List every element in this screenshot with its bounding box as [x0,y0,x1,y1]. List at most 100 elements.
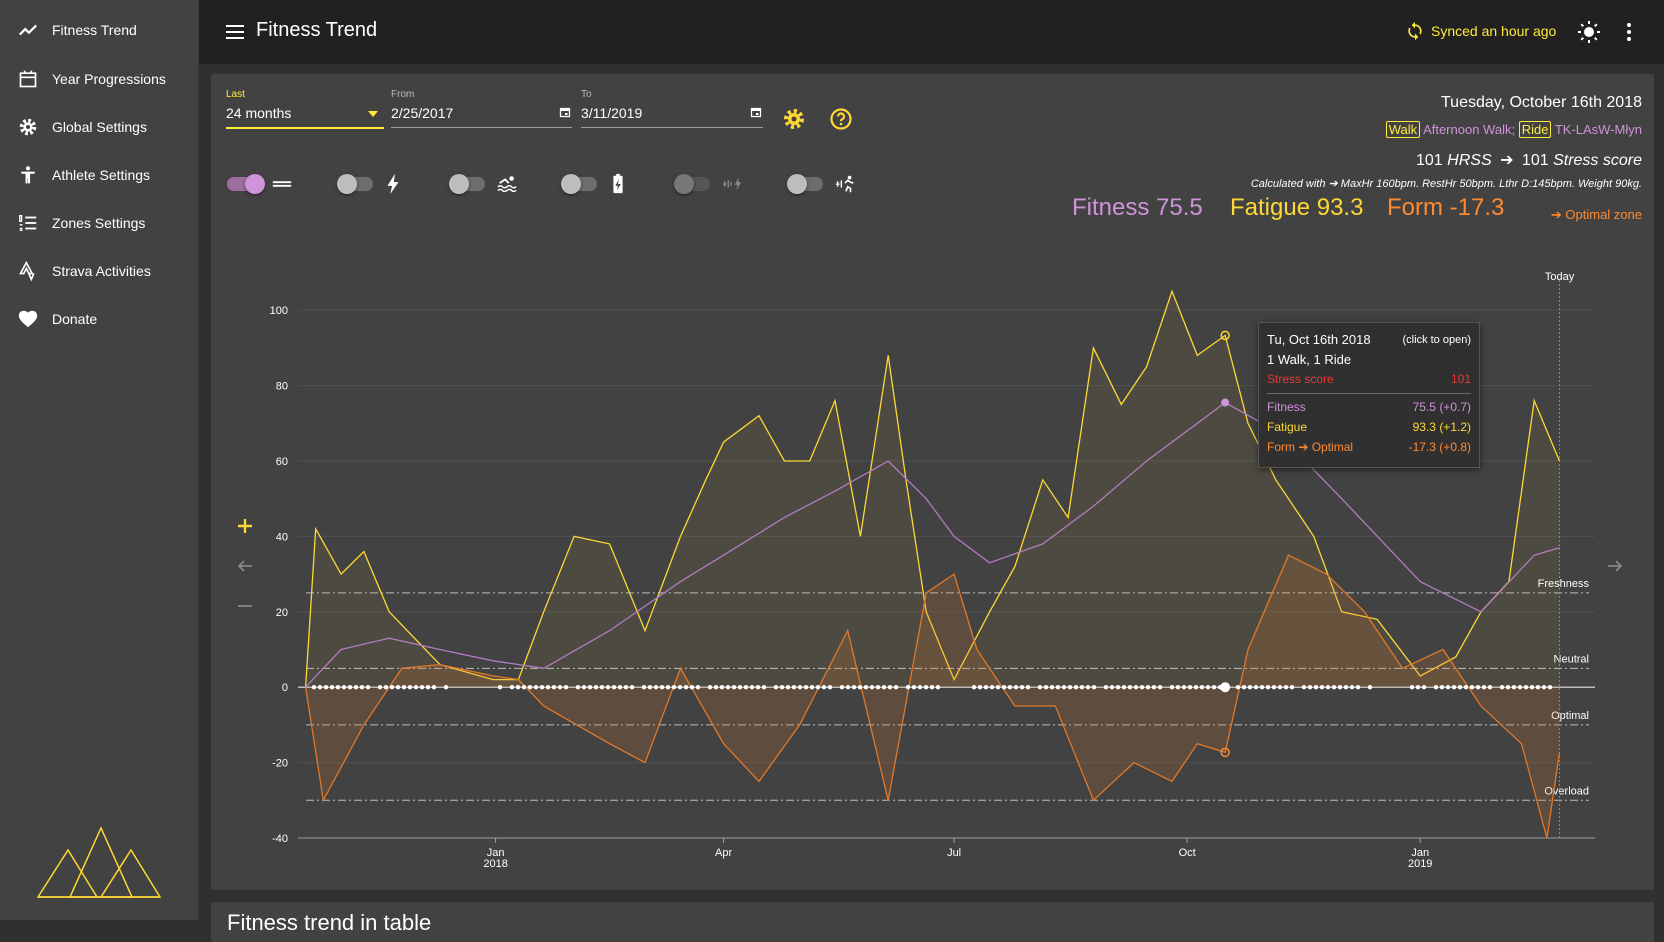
sidebar-item-fitness-trend[interactable]: Fitness Trend [0,8,199,52]
activity-dot [707,684,713,690]
from-date-field[interactable]: From 2/25/2017 [391,89,572,131]
sidebar-item-label: Year Progressions [52,71,166,87]
activity-dot [977,684,983,690]
activity-dot [533,684,539,690]
activity-dot [983,684,989,690]
y-tick-label: -20 [272,758,288,770]
zoom-out-icon[interactable] [237,598,253,614]
help-icon[interactable] [829,107,853,131]
sidebar-item-athlete-settings[interactable]: Athlete Settings [0,153,199,197]
activity-dot [1121,684,1127,690]
activity-dot [749,684,755,690]
activity-dot [1235,684,1241,690]
reference-line-label: Neutral [1554,653,1589,665]
activity-link[interactable]: Afternoon Walk; [1423,122,1516,137]
sidebar-item-label: Global Settings [52,119,147,135]
calendar-icon[interactable] [750,106,762,118]
activity-dot [1271,684,1277,690]
period-select[interactable]: Last 24 months [226,89,384,131]
from-underline [391,127,572,128]
to-date-field[interactable]: To 3/11/2019 [581,89,763,131]
activity-dot [1061,684,1067,690]
sidebar-item-zones-settings[interactable]: Zones Settings [0,201,199,245]
activity-dot [1277,684,1283,690]
activity-dot [737,684,743,690]
activity-dot [1055,684,1061,690]
activity-dot [1211,684,1217,690]
activity-dot [863,684,869,690]
activity-dot [761,684,767,690]
chart-tooltip[interactable]: Tu, Oct 16th 2018 (click to open) 1 Walk… [1258,322,1480,468]
to-value: 3/11/2019 [581,105,643,121]
activity-dot [989,684,995,690]
activity-dot [1367,684,1373,690]
activity-dot [815,684,821,690]
activity-dot [509,684,515,690]
y-tick-label: 100 [270,305,288,317]
calendar-icon[interactable] [559,106,571,118]
activity-dot [857,684,863,690]
activity-dot [551,684,557,690]
activity-type-badge: Ride [1518,121,1552,138]
stress-score-label: Stress score [1553,152,1642,169]
list-numbered-icon [16,211,40,235]
sidebar-item-global-settings[interactable]: Global Settings [0,105,199,149]
activity-dot [521,684,527,690]
tooltip-stress-label: Stress score [1267,372,1334,386]
activity-link[interactable]: TK-LAsW-Młyn [1554,122,1642,137]
x-tick-label: Jan [487,847,505,859]
activity-dot [773,684,779,690]
activity-dot [1187,684,1193,690]
fitness-table-card: Fitness trend in table [211,902,1654,942]
selected-date: Tuesday, October 16th 2018 [1440,94,1642,111]
activity-dot [791,684,797,690]
x-tick-label: Apr [715,847,732,859]
y-tick-label: 20 [276,607,288,619]
sidebar-item-label: Donate [52,311,98,327]
caret-down-icon [368,111,378,117]
activity-dot [1205,684,1211,690]
menu-icon[interactable] [223,20,247,44]
activity-dot [893,684,899,690]
activity-dot [1409,684,1415,690]
sync-status-button[interactable]: Synced an hour ago [1405,20,1556,42]
brightness-icon[interactable] [1577,20,1601,44]
activity-dot [395,684,401,690]
activity-dot [1013,684,1019,690]
activity-dot [1157,684,1163,690]
y-tick-label: 80 [276,381,288,393]
activity-dot [365,684,371,690]
activity-dot [1001,684,1007,690]
activity-dot [1175,684,1181,690]
activity-dot [515,684,521,690]
activity-dot [1439,684,1445,690]
tooltip-click-hint: (click to open) [1402,334,1471,346]
activity-dot [1151,684,1157,690]
activity-dot [1343,684,1349,690]
sidebar-item-strava-activities[interactable]: Strava Activities [0,249,199,293]
tooltip-form-value: -17.3 (+0.8) [1408,440,1471,454]
fitness-marker [1221,398,1230,407]
activity-dot [587,684,593,690]
activity-dot [1337,684,1343,690]
activity-dot [821,684,827,690]
arrow-right-icon[interactable] [1607,558,1623,574]
activity-dot [1139,684,1145,690]
activity-dot [1091,684,1097,690]
activity-dot [1019,684,1025,690]
hrss-value: 101 [1416,152,1443,169]
sidebar-item-donate[interactable]: Donate [0,297,199,341]
zoom-in-icon[interactable] [237,518,253,534]
activity-dot [851,684,857,690]
settings-gear-icon[interactable] [782,107,806,131]
sidebar-item-year-progressions[interactable]: Year Progressions [0,57,199,101]
to-underline [581,127,763,128]
more-vert-icon[interactable] [1617,20,1641,44]
activity-dot [1463,684,1469,690]
swim-icon [497,176,517,193]
activity-dot [1547,684,1553,690]
activity-dot [935,684,941,690]
activity-dot [719,684,725,690]
arrow-left-icon[interactable] [237,558,253,574]
